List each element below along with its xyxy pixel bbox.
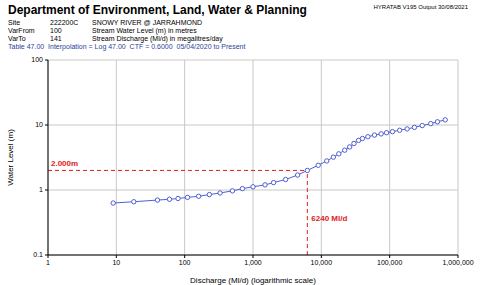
html-text:Department of Environment, Lan: Department of Environment, Land, Water &… bbox=[8, 3, 307, 17]
html-text:222200C: 222200C bbox=[50, 19, 79, 26]
html-text:Site: Site bbox=[8, 19, 21, 26]
svg-text:1,000,000: 1,000,000 bbox=[442, 259, 472, 266]
svg-text:1: 1 bbox=[39, 186, 43, 193]
html-text:VarFrom: VarFrom bbox=[8, 27, 35, 34]
html-text:Stream Discharge (Ml/d) in meg: Stream Discharge (Ml/d) in megalitres/da… bbox=[92, 35, 223, 42]
svg-text:100: 100 bbox=[179, 259, 191, 266]
svg-text:0.1: 0.1 bbox=[33, 251, 43, 258]
svg-text:Water Level (m): Water Level (m) bbox=[8, 129, 15, 186]
svg-text:1,000: 1,000 bbox=[244, 259, 262, 266]
svg-text:10: 10 bbox=[112, 259, 120, 266]
svg-text:100: 100 bbox=[31, 56, 43, 63]
svg-text:10,000: 10,000 bbox=[311, 259, 333, 266]
html-text:VarTo: VarTo bbox=[8, 35, 26, 42]
html-text:SNOWY RIVER @ JARRAHMOND: SNOWY RIVER @ JARRAHMOND bbox=[92, 19, 202, 26]
svg-text:6240 Ml/d: 6240 Ml/d bbox=[311, 214, 347, 223]
html-text:HYRATAB V195 Output 30/08/2021: HYRATAB V195 Output 30/08/2021 bbox=[373, 4, 468, 10]
svg-text:10: 10 bbox=[35, 121, 43, 128]
html-text:141: 141 bbox=[50, 35, 62, 42]
html-text:Stream Water Level (m) in metr: Stream Water Level (m) in metres bbox=[92, 27, 197, 34]
svg-text:Discharge (Ml/d) (logarithmic: Discharge (Ml/d) (logarithmic scale) bbox=[190, 276, 316, 285]
svg-text:1: 1 bbox=[46, 259, 50, 266]
svg-text:100,000: 100,000 bbox=[377, 259, 402, 266]
html-text:100: 100 bbox=[50, 27, 62, 34]
html-text:Table 47.00 Interpolation = Lo: Table 47.00 Interpolation = Log 47.00 CT… bbox=[8, 43, 246, 50]
svg-text:2.000m: 2.000m bbox=[51, 159, 78, 168]
